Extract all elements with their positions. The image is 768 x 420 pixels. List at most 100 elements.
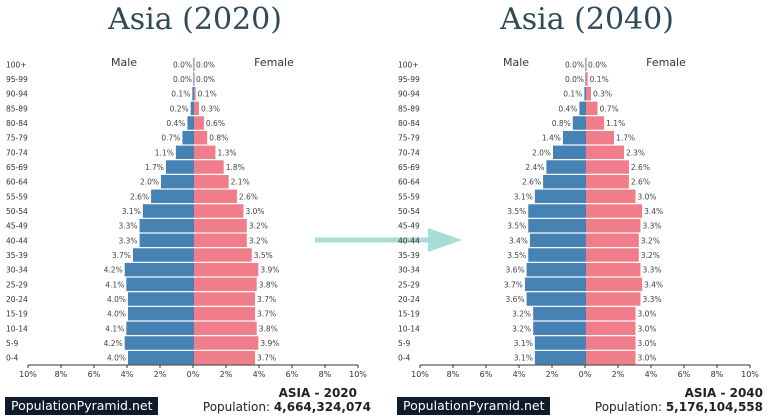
age-group-label: 90-94	[398, 90, 420, 99]
bar-female	[586, 350, 636, 365]
x-tick-label: 6%	[286, 370, 299, 379]
bar-female	[586, 204, 643, 218]
bar-male	[142, 204, 194, 218]
bar-female	[194, 130, 208, 145]
bar-female	[586, 292, 641, 306]
data-label-male: 4.0%	[107, 295, 126, 304]
bar-female	[194, 174, 229, 189]
data-label-female: 0.0%	[196, 60, 215, 69]
data-label-female: 3.2%	[641, 251, 660, 260]
data-label-male: 3.7%	[112, 251, 131, 260]
x-tick-label: 10%	[349, 370, 367, 379]
data-label-female: 3.2%	[249, 222, 268, 231]
data-label-female: 0.1%	[590, 75, 609, 84]
age-group-label: 60-64	[398, 178, 420, 187]
bar-female	[586, 174, 629, 189]
bar-female	[194, 218, 247, 233]
age-group-label: 70-74	[6, 148, 28, 157]
data-label-male: 3.3%	[118, 222, 137, 231]
bar-male	[553, 145, 586, 160]
bar-male	[562, 130, 586, 145]
data-label-female: 3.0%	[246, 207, 265, 216]
bar-male	[533, 321, 586, 336]
age-group-label: 45-49	[6, 222, 28, 231]
age-group-label: 60-64	[6, 178, 28, 187]
age-group-label: 45-49	[398, 222, 420, 231]
bar-male	[534, 350, 586, 365]
bar-female	[194, 145, 216, 160]
bar-male	[139, 233, 194, 248]
bar-male	[534, 189, 586, 204]
x-tick-label: 8%	[447, 370, 460, 379]
data-label-female: 1.7%	[616, 134, 635, 143]
age-group-label: 100+	[6, 60, 27, 69]
region-label-2040: ASIA - 2040	[684, 386, 763, 400]
bar-female	[586, 218, 641, 233]
x-tick-label: 4%	[121, 370, 134, 379]
age-group-label: 40-44	[398, 236, 420, 245]
data-label-female: 0.3%	[593, 90, 612, 99]
bar-male	[579, 101, 586, 116]
chart-title-2020: Asia (2020)	[108, 2, 282, 37]
x-tick-label: 6%	[480, 370, 493, 379]
data-label-female: 0.1%	[198, 90, 217, 99]
age-group-label: 20-24	[6, 295, 28, 304]
population-label: Population:	[594, 400, 662, 414]
data-label-male: 3.4%	[509, 236, 528, 245]
data-label-male: 4.2%	[104, 339, 123, 348]
bar-female	[194, 350, 256, 365]
age-group-label: 55-59	[398, 192, 420, 201]
age-group-label: 40-44	[6, 236, 28, 245]
bar-female	[586, 189, 636, 204]
bar-male	[528, 248, 586, 262]
bar-female	[586, 86, 591, 101]
brand-logo-2020[interactable]: PopulationPyramid.net	[5, 397, 159, 415]
bar-male	[151, 189, 194, 204]
age-group-label: 25-29	[6, 280, 28, 289]
bar-male	[526, 292, 586, 306]
population-label: Population:	[202, 400, 270, 414]
age-group-label: 70-74	[398, 148, 420, 157]
data-label-male: 3.7%	[504, 280, 523, 289]
data-label-male: 3.5%	[507, 222, 526, 231]
bar-female	[194, 248, 252, 262]
data-label-male: 3.3%	[118, 236, 137, 245]
data-label-female: 0.0%	[588, 60, 607, 69]
data-label-male: 0.7%	[161, 134, 180, 143]
bar-male	[139, 218, 194, 233]
age-group-label: 5-9	[398, 339, 410, 348]
data-label-female: 3.7%	[257, 354, 276, 363]
bar-male	[543, 174, 586, 189]
age-group-label: 5-9	[6, 339, 18, 348]
data-label-female: 3.0%	[638, 310, 657, 319]
x-tick-label: 4%	[645, 370, 658, 379]
population-2040: Population: 5,176,104,558	[513, 400, 763, 414]
bar-male	[192, 86, 194, 101]
bar-male	[533, 306, 586, 321]
data-label-male: 2.6%	[522, 178, 541, 187]
brand-logo-2040[interactable]: PopulationPyramid.net	[397, 397, 551, 415]
chart-title-2040: Asia (2040)	[500, 2, 674, 37]
data-label-female: 0.3%	[201, 104, 220, 113]
age-group-label: 50-54	[398, 207, 420, 216]
age-group-label: 0-4	[6, 354, 18, 363]
age-group-label: 75-79	[398, 134, 420, 143]
x-tick-label: 4%	[253, 370, 266, 379]
age-group-label: 30-34	[6, 266, 28, 275]
data-label-male: 0.4%	[166, 119, 185, 128]
x-tick-label: 4%	[513, 370, 526, 379]
data-label-female: 2.6%	[631, 163, 650, 172]
bar-male	[128, 292, 194, 306]
age-group-label: 20-24	[398, 295, 420, 304]
age-group-label: 25-29	[398, 280, 420, 289]
data-label-male: 3.1%	[514, 192, 533, 201]
bar-male	[190, 101, 194, 116]
population-value: 4,664,324,074	[273, 400, 371, 414]
data-label-female: 2.1%	[231, 178, 250, 187]
data-label-male: 3.6%	[506, 295, 525, 304]
bar-female	[586, 248, 639, 262]
bar-male	[585, 57, 586, 72]
age-group-label: 100+	[398, 60, 419, 69]
bar-male	[524, 277, 586, 292]
